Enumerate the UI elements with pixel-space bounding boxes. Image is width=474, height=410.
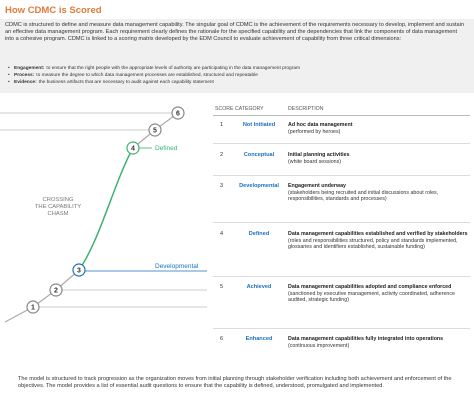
score: 2 bbox=[220, 152, 224, 158]
description-title: Ad hoc data management bbox=[288, 122, 353, 128]
category: Developmental bbox=[239, 183, 279, 189]
table-header: DESCRIPTION bbox=[288, 106, 324, 112]
description-title: Data management capabilities fully integ… bbox=[288, 336, 444, 342]
bullet-term: Engagement: bbox=[14, 66, 45, 71]
level-number: 6 bbox=[176, 111, 180, 118]
description-detail: (performed by heroes) bbox=[288, 128, 341, 135]
description: Data management capabilities established… bbox=[288, 231, 468, 251]
description-detail: (roles and responsibilities structured, … bbox=[288, 237, 458, 251]
table-row: 3 Developmental Engagement underway (stakeh… bbox=[213, 183, 470, 223]
category: Achieved bbox=[246, 284, 272, 290]
description-title: Data management capabilities established… bbox=[288, 231, 468, 237]
description-detail: (sanctioned by executive management, act… bbox=[288, 290, 455, 304]
bullet-term: Process: bbox=[14, 73, 35, 78]
chasm-line: CROSSING bbox=[43, 197, 74, 203]
description-title: Engagement underway bbox=[288, 183, 346, 189]
description: Data management capabilities adopted and… bbox=[288, 284, 468, 304]
bullet-text: to ensure that the right people with the… bbox=[46, 66, 300, 71]
table-row: 1 Not Initiated Ad hoc data management (per… bbox=[213, 122, 470, 144]
row-separator bbox=[213, 143, 470, 144]
level-number: 3 bbox=[77, 268, 81, 275]
description-detail: (white board sessions) bbox=[288, 158, 341, 165]
description: Data management capabilities fully integ… bbox=[288, 336, 468, 349]
score: 6 bbox=[220, 336, 224, 342]
chasm-line: THE CAPABILITY bbox=[35, 204, 81, 210]
level-circle bbox=[148, 123, 162, 137]
level-circle bbox=[49, 283, 63, 297]
row-separator bbox=[213, 328, 470, 329]
table-header: CATEGORY bbox=[235, 106, 264, 112]
level-circle bbox=[126, 141, 140, 155]
level-circle bbox=[171, 106, 185, 120]
table-rule bbox=[213, 115, 470, 116]
description: Initial planning activities (white board … bbox=[288, 152, 468, 165]
chasm-label: CROSSING THE CAPABILITY CHASM bbox=[35, 197, 81, 217]
score: 3 bbox=[220, 183, 224, 189]
description: Ad hoc data management (performed by hero… bbox=[288, 122, 468, 135]
level-number: 2 bbox=[54, 288, 58, 295]
row-separator bbox=[213, 222, 470, 223]
description-detail: (stakeholders being recruited and initia… bbox=[288, 189, 439, 203]
score: 5 bbox=[220, 284, 224, 290]
footer-text: The model is structured to track progres… bbox=[18, 376, 452, 390]
table-row: 5 Achieved Data management capabilities ad… bbox=[213, 284, 470, 329]
intro-text: CDMC is structured to define and measure… bbox=[5, 22, 465, 42]
table-row: 6 Enhanced Data management capabilities fu… bbox=[213, 336, 470, 366]
description-detail: (continuous improvement) bbox=[288, 342, 350, 349]
description: Engagement underway (stakeholders being r… bbox=[288, 183, 468, 203]
bullet: Evidence:the business artifacts that are… bbox=[8, 80, 464, 86]
category: Defined bbox=[248, 231, 270, 237]
bullet: Engagement:to ensure that the right peop… bbox=[8, 66, 464, 72]
level-number: 1 bbox=[31, 305, 35, 312]
description-title: Data management capabilities adopted and… bbox=[288, 284, 452, 290]
bullet-text: to measure the degree to which data mana… bbox=[36, 73, 258, 78]
category: Enhanced bbox=[245, 336, 273, 342]
level-circle bbox=[72, 263, 86, 277]
developmental-label: Developmental bbox=[155, 263, 199, 270]
row-separator bbox=[213, 276, 470, 277]
score: 4 bbox=[220, 231, 224, 237]
bullet-text: the business artifacts that are necessar… bbox=[38, 80, 214, 85]
category: Not Initiated bbox=[242, 122, 276, 128]
level-circle bbox=[26, 300, 40, 314]
table-header: SCORE bbox=[215, 106, 234, 112]
chasm-line: CHASM bbox=[48, 211, 69, 217]
diagram: 1 2 3 4 5 6 CROSSING THE CAPABILITY CHASM Defin… bbox=[0, 106, 207, 323]
description-title: Initial planning activities bbox=[288, 152, 350, 158]
table-row: 2 Conceptual Initial planning activities (w… bbox=[213, 152, 470, 176]
bullet-term: Evidence: bbox=[14, 80, 37, 85]
bullet: Process:to measure the degree to which d… bbox=[8, 73, 464, 79]
level-number: 4 bbox=[131, 146, 135, 153]
level-number: 5 bbox=[153, 128, 157, 135]
category: Conceptual bbox=[243, 152, 275, 158]
row-separator bbox=[213, 175, 470, 176]
title: How CDMC is Scored bbox=[5, 5, 102, 16]
score: 1 bbox=[220, 122, 224, 128]
defined-label: Defined bbox=[155, 145, 178, 152]
table-row: 4 Defined Data management capabilities est… bbox=[213, 231, 470, 277]
